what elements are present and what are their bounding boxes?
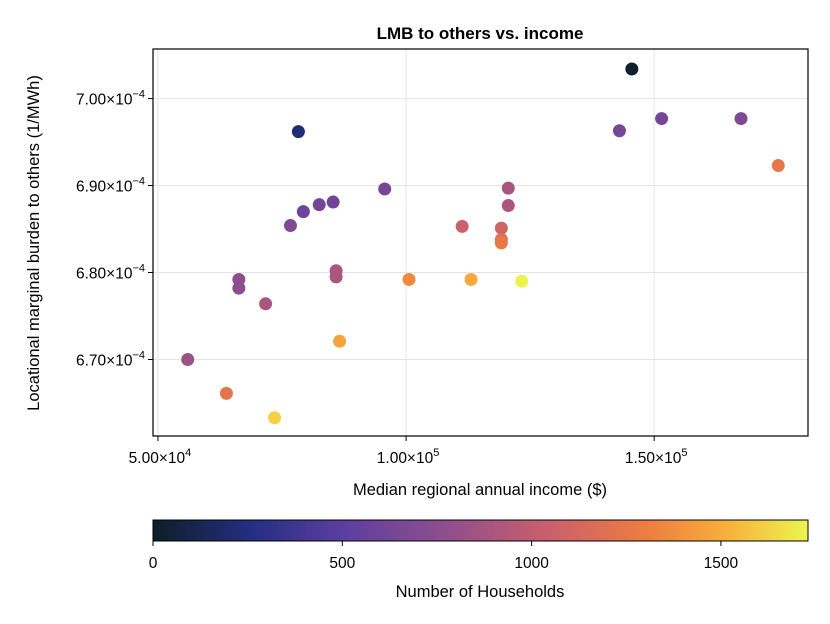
x-tick-label-0: 5.00×104: [129, 447, 192, 467]
data-point-8: [312, 198, 326, 212]
x-axis-label: Median regional annual income ($): [353, 481, 607, 499]
data-point-4: [734, 112, 748, 126]
data-point-1: [291, 125, 305, 139]
data-point-2: [612, 124, 626, 138]
y-tick-label-0: 6.70×10−4: [76, 349, 145, 369]
plot-frame: [152, 48, 809, 437]
y-tick-label-2: 6.90×10−4: [76, 176, 145, 196]
data-point-0: [625, 62, 639, 76]
colorbar-tick-label-0: 0: [149, 555, 158, 572]
data-point-21: [259, 297, 273, 311]
colorbar-ticks: 0 500 1000 1500: [149, 541, 739, 572]
data-point-11: [501, 181, 515, 195]
colorbar-tick-label-2: 1000: [514, 555, 549, 572]
data-point-6: [378, 182, 392, 196]
colorbar: [152, 519, 809, 542]
data-point-24: [515, 274, 529, 288]
data-point-3: [655, 112, 669, 126]
y-axis-label: Locational marginal burden to others (1/…: [25, 75, 43, 411]
colorbar-label: Number of Households: [396, 583, 565, 601]
y-tick-label-3: 7.00×10−4: [76, 89, 145, 109]
grid: [153, 49, 808, 436]
data-point-25: [333, 334, 347, 348]
data-point-13: [455, 219, 469, 233]
data-point-23: [464, 272, 478, 286]
colorbar-tick-label-1: 500: [329, 555, 355, 572]
x-tick-label-2: 1.50×105: [625, 447, 688, 467]
data-point-12: [501, 199, 515, 213]
data-point-26: [181, 352, 195, 366]
y-axis-ticks: 6.70×10−4 6.80×10−4 6.90×10−4 7.00×10−4: [76, 89, 153, 369]
data-point-5: [771, 159, 785, 173]
colorbar-tick-label-3: 1500: [704, 555, 739, 572]
data-point-18: [329, 270, 343, 284]
chart-title: LMB to others vs. income: [377, 24, 584, 43]
data-point-10: [283, 219, 297, 233]
data-point-20: [232, 281, 246, 295]
data-point-27: [219, 386, 233, 400]
data-point-22: [402, 272, 416, 286]
data-point-16: [494, 236, 508, 250]
data-point-7: [326, 195, 340, 209]
data-points: [181, 62, 785, 425]
x-axis-ticks: 5.00×104 1.00×105 1.50×105: [129, 436, 688, 467]
y-tick-label-1: 6.80×10−4: [76, 263, 145, 283]
data-point-9: [296, 205, 310, 219]
x-tick-label-1: 1.00×105: [377, 447, 440, 467]
data-point-14: [494, 221, 508, 235]
data-point-28: [268, 411, 282, 425]
